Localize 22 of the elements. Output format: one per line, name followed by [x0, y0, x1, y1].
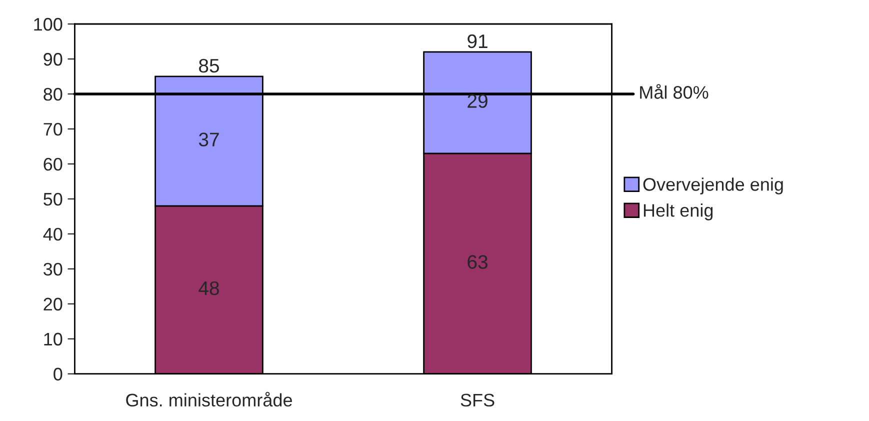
x-tick-label: Gns. ministerområde [126, 392, 292, 407]
y-tick-label: 0 [54, 368, 62, 381]
ref-line-label: Mål 80% [640, 84, 708, 99]
y-tick-label: 50 [44, 192, 62, 206]
total-label: 91 [468, 34, 488, 48]
y-tick-label: 30 [44, 262, 62, 276]
data-label: 48 [198, 281, 219, 296]
x-tick-label: SFS [460, 394, 494, 407]
y-tick-label: 100 [34, 18, 62, 31]
data-label: 37 [198, 132, 219, 146]
y-tick-label: 40 [43, 228, 62, 241]
y-tick-label: 60 [44, 158, 62, 171]
y-tick-label: 10 [44, 332, 62, 346]
y-tick-label: 70 [44, 122, 62, 136]
legend-label: Overvejende enig [643, 178, 783, 194]
legend-label: Helt enig [644, 204, 713, 220]
y-tick-label: 90 [44, 52, 62, 66]
y-tick-label: 20 [44, 298, 62, 311]
total-label: 85 [199, 58, 219, 73]
data-label: 63 [468, 255, 488, 269]
y-tick-label: 80 [44, 88, 62, 101]
data-label: 29 [468, 94, 488, 108]
